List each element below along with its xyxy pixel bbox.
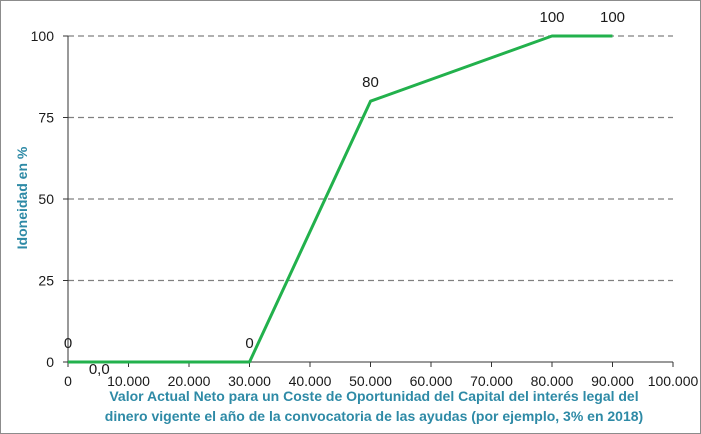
y-tick-label-0: 0: [46, 354, 54, 370]
data-label-0: 0: [64, 335, 72, 352]
series-line-0: [68, 34, 613, 364]
y-axis-label: Idoneidad en %: [14, 146, 30, 249]
x-axis-label-line-2: dinero vigente el año de la convocatoria…: [105, 408, 643, 424]
x-tick-label-100000: 100.000: [648, 373, 699, 389]
x-tick-label-70000: 70.000: [470, 373, 513, 389]
y-tick-label-100: 100: [31, 28, 55, 44]
x-tick-label-60000: 60.000: [410, 373, 453, 389]
x-tick-label-80000: 80.000: [531, 373, 574, 389]
x-tick-label-30000: 30.000: [228, 373, 271, 389]
data-label-3: 100: [539, 9, 564, 26]
x-axis-label-line-1: Valor Actual Neto para un Coste de Oport…: [109, 388, 638, 404]
x-tick-label-50000: 50.000: [349, 373, 392, 389]
x-tick-label-0: 0: [64, 373, 72, 389]
x-tick-label-90000: 90.000: [591, 373, 634, 389]
x-tick-labels: 0 10.000 20.000 30.000 40.000 50.000 60.000 70.…: [64, 373, 698, 389]
data-label-4: 100: [600, 9, 625, 26]
y-tick-label-75: 75: [38, 110, 54, 126]
data-label-1: 0: [245, 335, 253, 352]
y-tick-label-25: 25: [38, 273, 54, 289]
data-label-2: 80: [362, 74, 379, 91]
x-tick-label-10000: 10.000: [107, 373, 150, 389]
y-tick-labels: 0 25 50 75 100: [31, 28, 55, 370]
annotation-0: 0,0: [89, 361, 110, 378]
gridlines: [68, 35, 673, 282]
y-tick-label-50: 50: [38, 191, 54, 207]
x-tick-label-20000: 20.000: [168, 373, 211, 389]
x-tick-label-40000: 40.000: [289, 373, 332, 389]
data-labels: 0 0 80 100 100 0,0: [64, 9, 625, 378]
plot-area: [68, 34, 613, 364]
